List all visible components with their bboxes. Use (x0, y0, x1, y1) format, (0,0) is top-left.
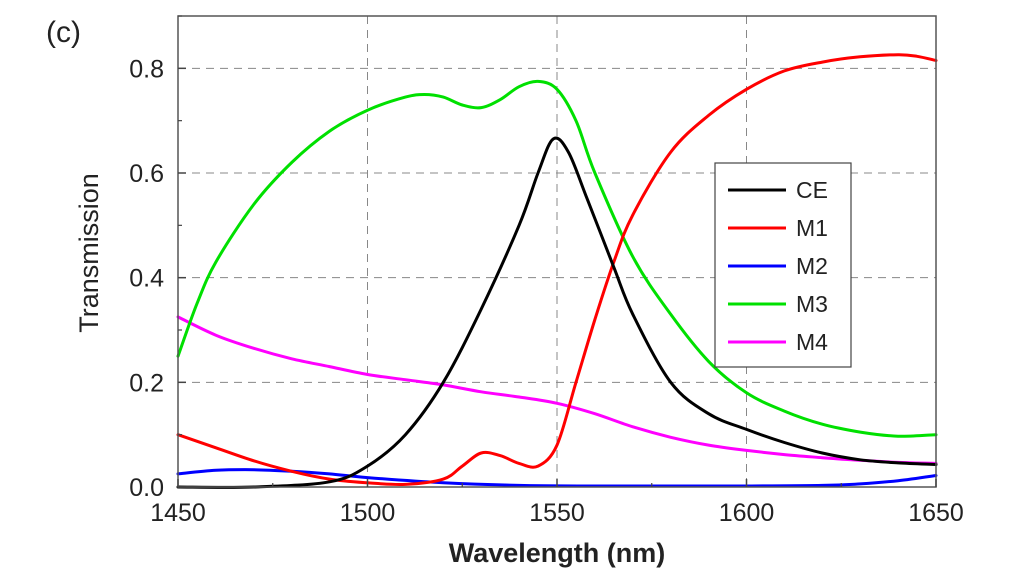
y-tick-label: 0.4 (129, 265, 164, 293)
x-axis-title: Wavelength (nm) (449, 538, 666, 568)
y-tick-label: 0.2 (129, 369, 164, 397)
series-line-m3 (176, 79, 938, 438)
legend-label-m1: M1 (796, 215, 828, 241)
legend-label-m2: M2 (796, 253, 828, 279)
x-tick-label: 1650 (908, 499, 964, 527)
legend-label-ce: CE (796, 177, 828, 203)
y-axis-title: Transmission (74, 173, 104, 333)
legend: CE M1 M2 M3 M4 (714, 162, 852, 368)
x-tick-label: 1500 (340, 499, 396, 527)
series-line-m4 (176, 315, 938, 465)
y-tick-label: 0.6 (129, 160, 164, 188)
axis-ticks: 1450 1500 1550 1600 1650 0.0 0.2 0.4 0.6 0.8 (129, 15, 964, 527)
legend-label-m3: M3 (796, 291, 828, 317)
series-line-m2 (176, 468, 938, 488)
series-lines (176, 53, 938, 489)
x-tick-label: 1450 (150, 499, 206, 527)
x-tick-label: 1600 (719, 499, 775, 527)
y-tick-label: 0.0 (129, 474, 164, 502)
gridlines (178, 16, 936, 487)
series-line-m1 (176, 53, 938, 487)
legend-label-m4: M4 (796, 329, 828, 355)
panel-label: (c) (46, 16, 81, 49)
series-line-ce (176, 136, 938, 489)
y-tick-label: 0.8 (129, 55, 164, 83)
x-tick-label: 1550 (529, 499, 585, 527)
